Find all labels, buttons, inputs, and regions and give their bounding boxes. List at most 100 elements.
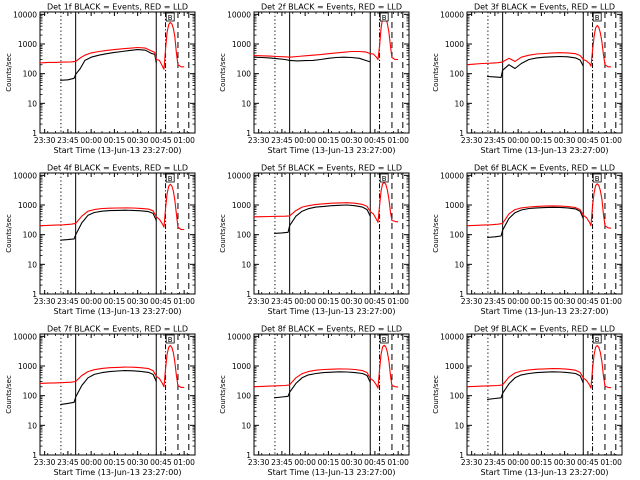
y-tick-label: 1: [459, 451, 464, 460]
x-tick-label: 23:45: [57, 458, 79, 467]
x-tick-label: 00:30: [554, 297, 576, 306]
y-tick-label: 100: [450, 231, 465, 240]
y-tick-label: 1: [32, 451, 37, 460]
lld-series-line: [466, 344, 612, 389]
x-tick-label: 00:00: [507, 136, 529, 145]
annotation-label: B: [595, 336, 600, 344]
x-tick-label: 00:00: [294, 136, 316, 145]
x-tick-label: 00:30: [554, 458, 576, 467]
plot-frame: [39, 333, 196, 456]
panel-3: Det 3f BLACK = Events, RED = LLD Counts/s…: [432, 3, 623, 155]
x-tick-label: 00:30: [127, 136, 149, 145]
y-axis-label: Counts/sec: [219, 53, 227, 92]
panel-7: Det 7f BLACK = Events, RED = LLD Counts/s…: [5, 325, 196, 477]
lld-series-line: [39, 21, 185, 70]
panel-title: Det 5f BLACK = Events, RED = LLD: [261, 164, 402, 173]
annotation-box: [379, 173, 389, 183]
plot-frame: [253, 11, 410, 134]
y-axis-label: Counts/sec: [432, 53, 440, 92]
y-tick-label: 1: [459, 290, 464, 299]
events-series-line: [274, 371, 371, 399]
y-axis-label: Counts/sec: [5, 53, 13, 92]
plot-frame: [253, 333, 410, 456]
y-axis-label: Counts/sec: [432, 375, 440, 414]
x-tick-label: 01:00: [173, 297, 195, 306]
x-tick-label: 00:00: [80, 458, 102, 467]
y-tick-label: 10000: [13, 171, 37, 180]
y-tick-label: 10000: [13, 332, 37, 341]
panel-5: Det 5f BLACK = Events, RED = LLD Counts/s…: [219, 164, 410, 316]
x-tick-label: 23:45: [271, 136, 293, 145]
events-series-line: [487, 206, 584, 239]
annotation-box: [592, 334, 602, 344]
x-axis-label: Start Time (13-Jun-13 23:27:00): [268, 307, 396, 316]
x-tick-label: 00:30: [127, 458, 149, 467]
y-tick-label: 1000: [445, 40, 464, 49]
y-tick-label: 10: [27, 99, 37, 108]
annotation-box: [165, 12, 175, 22]
x-tick-label: 23:30: [248, 458, 270, 467]
y-tick-label: 1000: [445, 201, 464, 210]
x-tick-label: 00:00: [80, 136, 102, 145]
lld-series-line: [253, 344, 399, 389]
y-tick-label: 1: [246, 451, 251, 460]
annotation-box: [379, 334, 389, 344]
x-axis-label: Start Time (13-Jun-13 23:27:00): [54, 468, 182, 477]
y-axis-label: Counts/sec: [219, 375, 227, 414]
x-tick-label: 01:00: [173, 136, 195, 145]
events-series-line: [60, 209, 157, 241]
y-tick-label: 1000: [445, 362, 464, 371]
y-tick-label: 1: [246, 129, 251, 138]
x-tick-label: 23:30: [461, 297, 483, 306]
x-axis-label: Start Time (13-Jun-13 23:27:00): [54, 146, 182, 155]
events-series-line: [487, 371, 584, 400]
y-tick-label: 1: [246, 290, 251, 299]
x-tick-label: 00:15: [318, 458, 340, 467]
x-tick-label: 23:45: [484, 136, 506, 145]
x-tick-label: 01:00: [173, 458, 195, 467]
y-tick-label: 100: [237, 70, 252, 79]
x-axis-label: Start Time (13-Jun-13 23:27:00): [481, 307, 609, 316]
y-tick-label: 10000: [440, 332, 464, 341]
events-series-line: [60, 49, 157, 81]
x-tick-label: 00:00: [294, 297, 316, 306]
y-tick-label: 100: [23, 392, 38, 401]
x-tick-label: 00:45: [364, 458, 386, 467]
panel-title: Det 4f BLACK = Events, RED = LLD: [47, 164, 188, 173]
x-tick-label: 00:15: [531, 458, 553, 467]
x-tick-label: 00:15: [104, 297, 126, 306]
x-tick-label: 00:45: [364, 136, 386, 145]
x-tick-label: 00:00: [294, 458, 316, 467]
events-series-line: [60, 370, 157, 406]
panel-title: Det 6f BLACK = Events, RED = LLD: [474, 164, 615, 173]
y-tick-label: 1: [32, 129, 37, 138]
y-tick-label: 10000: [440, 171, 464, 180]
annotation-box: [379, 12, 389, 22]
y-tick-label: 100: [450, 70, 465, 79]
y-tick-label: 1000: [232, 40, 251, 49]
x-tick-label: 00:15: [531, 297, 553, 306]
x-tick-label: 23:45: [271, 297, 293, 306]
y-tick-label: 10: [241, 99, 251, 108]
panel-8: Det 8f BLACK = Events, RED = LLD Counts/s…: [219, 325, 410, 477]
y-tick-label: 1000: [232, 201, 251, 210]
annotation-label: B: [382, 175, 387, 183]
annotation-box: [592, 173, 602, 183]
plot-frame: [466, 172, 623, 295]
annotation-label: B: [595, 14, 600, 22]
x-tick-label: 00:30: [341, 297, 363, 306]
x-tick-label: 01:00: [387, 458, 409, 467]
annotation-label: B: [168, 175, 173, 183]
y-tick-label: 10000: [227, 10, 251, 19]
x-tick-label: 00:45: [577, 297, 599, 306]
x-axis-label: Start Time (13-Jun-13 23:27:00): [268, 468, 396, 477]
x-tick-label: 23:45: [484, 458, 506, 467]
x-tick-label: 23:30: [461, 458, 483, 467]
x-tick-label: 00:00: [80, 297, 102, 306]
x-tick-label: 23:45: [271, 458, 293, 467]
events-series-line: [274, 204, 371, 234]
panel-title: Det 1f BLACK = Events, RED = LLD: [47, 3, 188, 12]
annotation-label: B: [382, 14, 387, 22]
x-tick-label: 00:15: [531, 136, 553, 145]
y-tick-label: 10000: [440, 10, 464, 19]
